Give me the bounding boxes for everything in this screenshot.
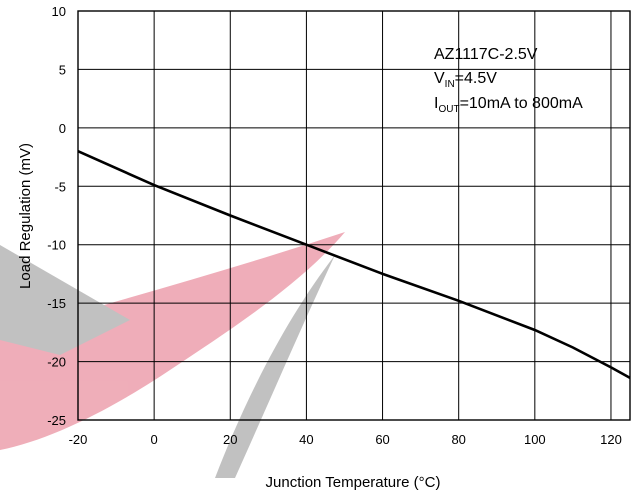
annotation-vin: VIN=4.5V [434, 70, 497, 90]
x-tick-label: -20 [69, 432, 88, 447]
y-tick-label: 5 [59, 62, 66, 77]
x-tick-label: 80 [451, 432, 465, 447]
watermark-red-swoosh [0, 232, 345, 450]
y-tick-label: 0 [59, 121, 66, 136]
x-tick-labels: -20 0 20 40 60 80 100 120 [69, 432, 622, 447]
annotation-part-number: AZ1117C-2.5V [434, 46, 538, 63]
watermark-gray-shape-left [0, 245, 130, 355]
y-axis-title: Load Regulation (mV) [17, 143, 34, 289]
x-axis-title: Junction Temperature (°C) [266, 474, 441, 491]
series-line-load-regulation [77, 150, 631, 380]
plot-frame [77, 10, 631, 421]
y-tick-label: -5 [54, 179, 66, 194]
x-tick-label: 40 [299, 432, 313, 447]
y-tick-label: -25 [47, 413, 66, 428]
x-tick-label: 0 [151, 432, 158, 447]
watermark-gray-shape-right [215, 255, 335, 478]
x-tick-label: 60 [375, 432, 389, 447]
annotation-box: AZ1117C-2.5V VIN=4.5V IOUT=10mA to 800mA [434, 46, 583, 115]
y-tick-label: -20 [47, 355, 66, 370]
watermark-logo [0, 232, 345, 478]
y-tick-labels: 10 5 0 -5 -10 -15 -20 -25 [47, 4, 66, 428]
y-tick-label: -10 [47, 238, 66, 253]
x-tick-label: 120 [600, 432, 622, 447]
annotation-iout: IOUT=10mA to 800mA [434, 95, 583, 115]
y-tick-label: 10 [52, 4, 66, 19]
y-tick-label: -15 [47, 296, 66, 311]
x-tick-label: 100 [524, 432, 546, 447]
x-tick-label: 20 [223, 432, 237, 447]
gridlines [78, 11, 630, 420]
